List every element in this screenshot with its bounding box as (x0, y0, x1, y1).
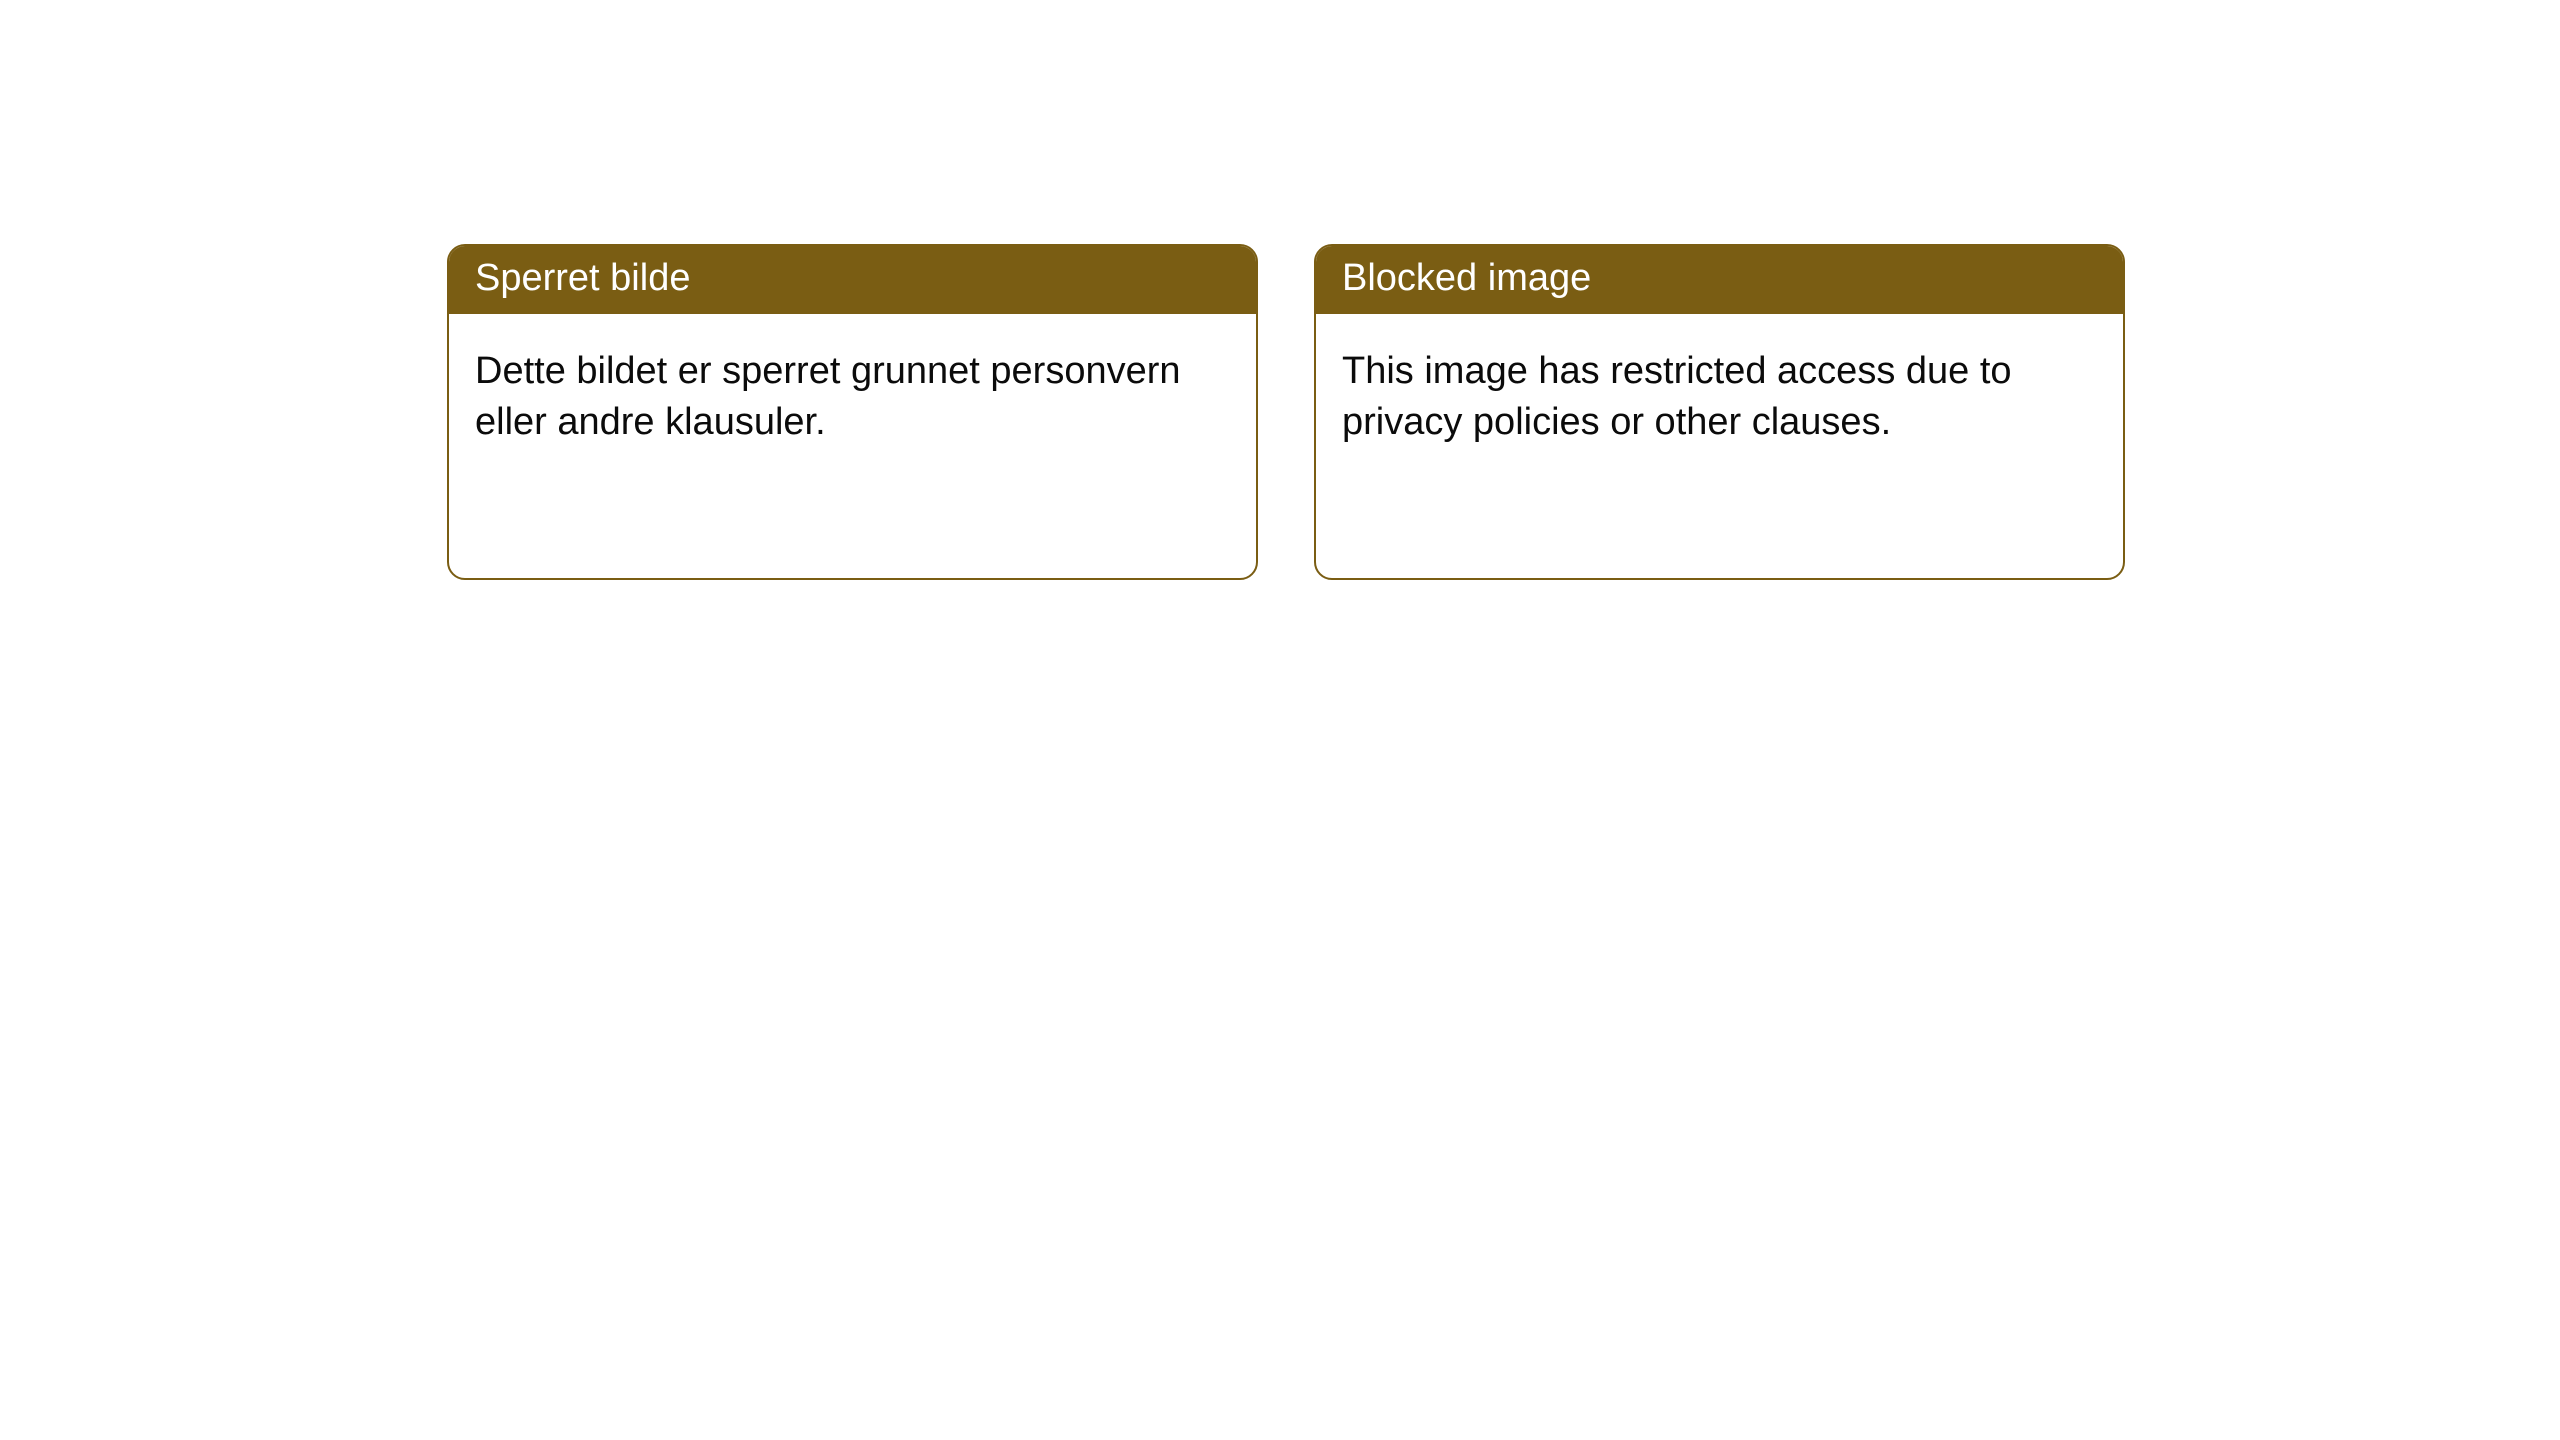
notice-container: Sperret bilde Dette bildet er sperret gr… (0, 0, 2560, 580)
notice-card-en: Blocked image This image has restricted … (1314, 244, 2125, 580)
notice-card-no: Sperret bilde Dette bildet er sperret gr… (447, 244, 1258, 580)
notice-body-en: This image has restricted access due to … (1316, 314, 2123, 481)
notice-title-en: Blocked image (1316, 246, 2123, 314)
notice-title-no: Sperret bilde (449, 246, 1256, 314)
notice-body-no: Dette bildet er sperret grunnet personve… (449, 314, 1256, 481)
